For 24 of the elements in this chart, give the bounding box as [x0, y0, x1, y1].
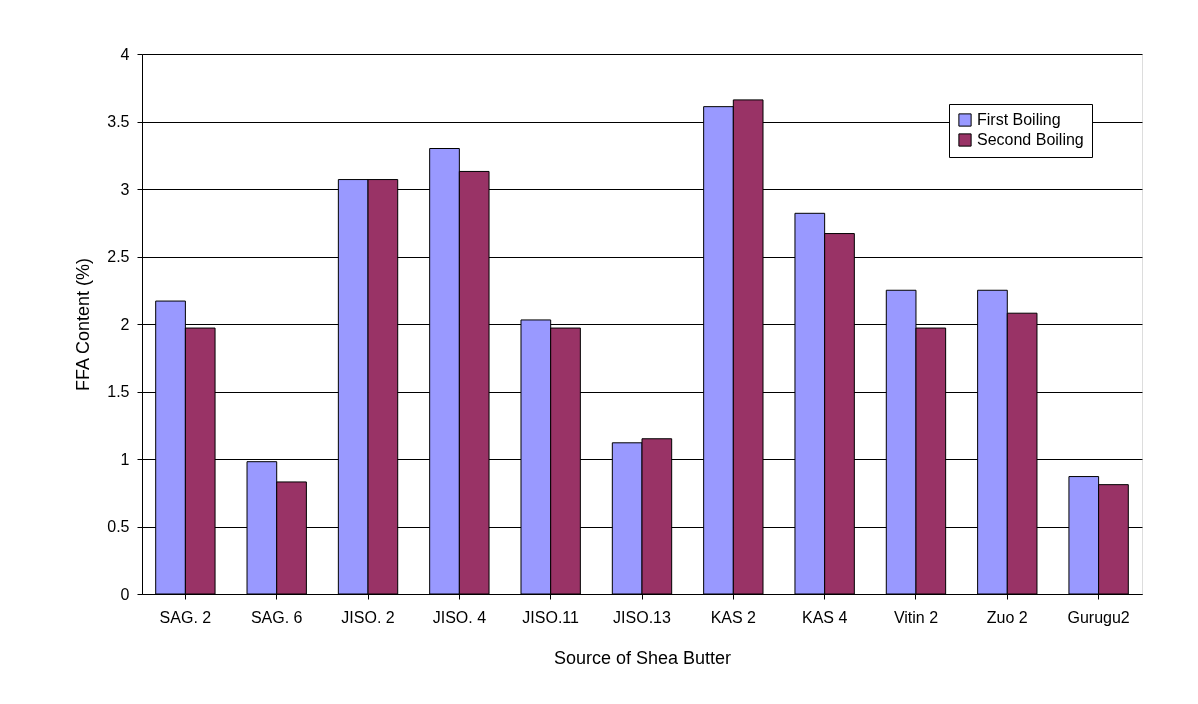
y-tick-label: 3 [120, 180, 130, 198]
x-tick-label: JISO.13 [613, 608, 671, 626]
x-tick-label: Gurugu2 [1067, 608, 1130, 626]
y-tick-label: 2 [120, 315, 130, 333]
y-tick-label: 1.5 [107, 383, 130, 400]
x-tick-label: JISO. 4 [432, 608, 487, 626]
x-tick-label: JISO. 2 [341, 608, 395, 626]
x-tick-label: SAG. 6 [250, 608, 303, 626]
legend-label: Second Boiling [977, 131, 1084, 148]
x-tick-label: JISO.11 [522, 608, 580, 626]
y-tick-label: 0.5 [107, 518, 130, 535]
y-tick-label: 1 [120, 450, 130, 468]
y-tick-label: 2.5 [107, 248, 130, 265]
y-tick-label: 3.5 [107, 113, 130, 130]
x-tick-label: Vitin 2 [893, 608, 939, 626]
x-axis-title: Source of Shea Butter [553, 647, 732, 668]
y-tick-label: 0 [120, 585, 130, 603]
x-tick-label: Zuo 2 [986, 608, 1028, 626]
legend-label: First Boiling [977, 111, 1061, 128]
x-tick-label: KAS 2 [710, 608, 757, 626]
x-tick-label: SAG. 2 [159, 608, 212, 626]
x-tick-label: KAS 4 [801, 608, 848, 626]
y-axis-title: FFA Content (%) [73, 257, 94, 392]
y-tick-label: 4 [120, 45, 130, 63]
